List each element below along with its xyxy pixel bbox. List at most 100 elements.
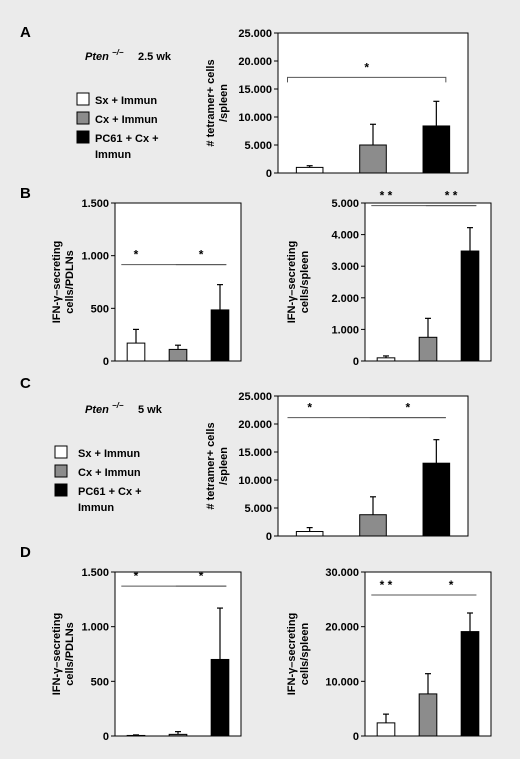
y-tick-label: 25.000 — [238, 391, 272, 403]
significance-label: * * — [380, 189, 393, 203]
y-tick-label: 2.000 — [331, 293, 359, 305]
bar-3 — [422, 125, 451, 174]
bar-1 — [376, 357, 396, 362]
bar-3 — [460, 250, 480, 362]
significance-label: * — [449, 578, 454, 592]
bar-2 — [418, 693, 438, 737]
y-tick-label: 15.000 — [238, 84, 272, 96]
y-tick-label: 1.000 — [81, 622, 109, 634]
y-tick-label: 1.000 — [81, 251, 109, 263]
y-axis-label: IFN-γ–secretingcells/PDLNs — [51, 613, 76, 696]
legend-label-pc61: PC61 + Cx + — [78, 486, 142, 498]
chart-a-0: 0 5.000 10.000 15.000 20.000 25.000 # tetramer… — [205, 28, 469, 180]
y-tick-label: 20.000 — [238, 56, 272, 68]
chart-c-3: 0 5.000 10.000 15.000 20.000 25.000 # tetramer… — [205, 391, 469, 543]
y-tick-label: 30.000 — [325, 567, 359, 579]
y-tick-label: 10.000 — [325, 676, 359, 688]
panel-label-d: D — [20, 544, 31, 561]
panel-label-b: B — [20, 185, 31, 202]
y-tick-label: 1.500 — [81, 567, 109, 579]
significance-label: * — [307, 401, 312, 415]
panel-label-a: A — [20, 24, 31, 41]
chart-d-5: 0 10.000 20.000 30.000 IFN-γ–secretingcells/… — [286, 567, 492, 743]
significance-label: * — [134, 569, 139, 583]
y-tick-label: 4.000 — [331, 230, 359, 242]
y-axis-label: IFN-γ–secretingcells/spleen — [286, 241, 311, 324]
legend-label-cx: Cx + Immun — [95, 114, 158, 126]
bar-3 — [210, 309, 230, 362]
y-tick-label: 10.000 — [238, 475, 272, 487]
y-tick-label: 5.000 — [331, 198, 359, 210]
time-label: 5 wk — [138, 404, 163, 416]
bar-1 — [376, 722, 396, 737]
y-tick-label: 0 — [266, 168, 272, 180]
significance-label: * — [405, 401, 410, 415]
legend-a: Sx + Immun Cx + Immun PC61 + Cx + Immun — [76, 92, 159, 161]
y-tick-label: 5.000 — [244, 503, 272, 515]
significance-label: * * — [380, 578, 393, 592]
genotype-superscript: −/− — [112, 48, 124, 57]
significance-label: * — [199, 248, 204, 262]
y-tick-label: 0 — [266, 531, 272, 543]
legend-label-sx: Sx + Immun — [95, 95, 157, 107]
y-tick-label: 25.000 — [238, 28, 272, 40]
bar-3 — [460, 631, 480, 737]
significance-label: * — [199, 569, 204, 583]
legend-label-pc61-line2: Immun — [95, 149, 131, 161]
legend-label-sx: Sx + Immun — [78, 448, 140, 460]
bar-3 — [422, 462, 451, 537]
annotation-a: Pten −/− 2.5 wk — [85, 48, 172, 63]
charts-layer: 0 5.000 10.000 15.000 20.000 25.000 # tetramer… — [51, 28, 492, 743]
y-tick-label: 15.000 — [238, 447, 272, 459]
legend-swatch-cx — [76, 111, 90, 125]
y-tick-label: 20.000 — [238, 419, 272, 431]
y-tick-label: 5.000 — [244, 140, 272, 152]
legend-label-cx: Cx + Immun — [78, 467, 141, 479]
bar-2 — [168, 348, 188, 362]
y-tick-label: 1.000 — [331, 324, 359, 336]
legend-swatch-sx — [76, 92, 90, 106]
y-axis-label: # tetramer+ cells/spleen — [205, 422, 230, 509]
y-tick-label: 20.000 — [325, 622, 359, 634]
significance-bracket — [287, 76, 447, 83]
bar-1 — [295, 531, 324, 537]
panel-label-c: C — [20, 375, 31, 392]
bar-2 — [418, 336, 438, 362]
y-tick-label: 500 — [91, 303, 109, 315]
bar-2 — [359, 514, 387, 537]
y-tick-label: 0 — [103, 731, 109, 743]
y-tick-label: 3.000 — [331, 261, 359, 273]
y-tick-label: 0 — [103, 356, 109, 368]
chart-d-4: 0 500 1.000 1.500 IFN-γ–secretingcells/PDLNs… — [51, 567, 242, 743]
bar-3 — [210, 658, 230, 737]
significance-label: * * — [445, 189, 458, 203]
genotype-label: Pten — [85, 404, 109, 416]
time-label: 2.5 wk — [138, 51, 172, 63]
genotype-superscript: −/− — [112, 401, 124, 410]
legend-swatch-cx — [54, 464, 68, 478]
y-axis-label: IFN-γ–secretingcells/PDLNs — [51, 241, 76, 324]
significance-label: * — [134, 248, 139, 262]
y-tick-label: 0 — [353, 356, 359, 368]
y-tick-label: 500 — [91, 676, 109, 688]
bar-1 — [126, 734, 146, 737]
chart-b-1: 0 500 1.000 1.500 IFN-γ–secretingcells/PDLNs… — [51, 198, 242, 368]
legend-swatch-sx — [54, 445, 68, 459]
chart-b-2: 0 1.000 2.000 3.000 4.000 5.000 IFN-γ–secretin… — [286, 189, 492, 368]
bar-2 — [168, 733, 188, 737]
y-tick-label: 1.500 — [81, 198, 109, 210]
legend-label-pc61: PC61 + Cx + — [95, 133, 159, 145]
y-axis-label: # tetramer+ cells/spleen — [205, 59, 230, 146]
bar-1 — [295, 166, 324, 174]
legend-label-pc61-line2: Immun — [78, 502, 114, 514]
significance-label: * — [364, 60, 369, 74]
bar-1 — [126, 342, 146, 362]
annotation-c: Pten −/− 5 wk — [85, 401, 163, 416]
legend-c: Sx + Immun Cx + Immun PC61 + Cx + Immun — [54, 445, 142, 514]
legend-swatch-pc61 — [54, 483, 68, 497]
bar-2 — [359, 144, 387, 174]
genotype-label: Pten — [85, 51, 109, 63]
y-tick-label: 10.000 — [238, 112, 272, 124]
y-tick-label: 0 — [353, 731, 359, 743]
